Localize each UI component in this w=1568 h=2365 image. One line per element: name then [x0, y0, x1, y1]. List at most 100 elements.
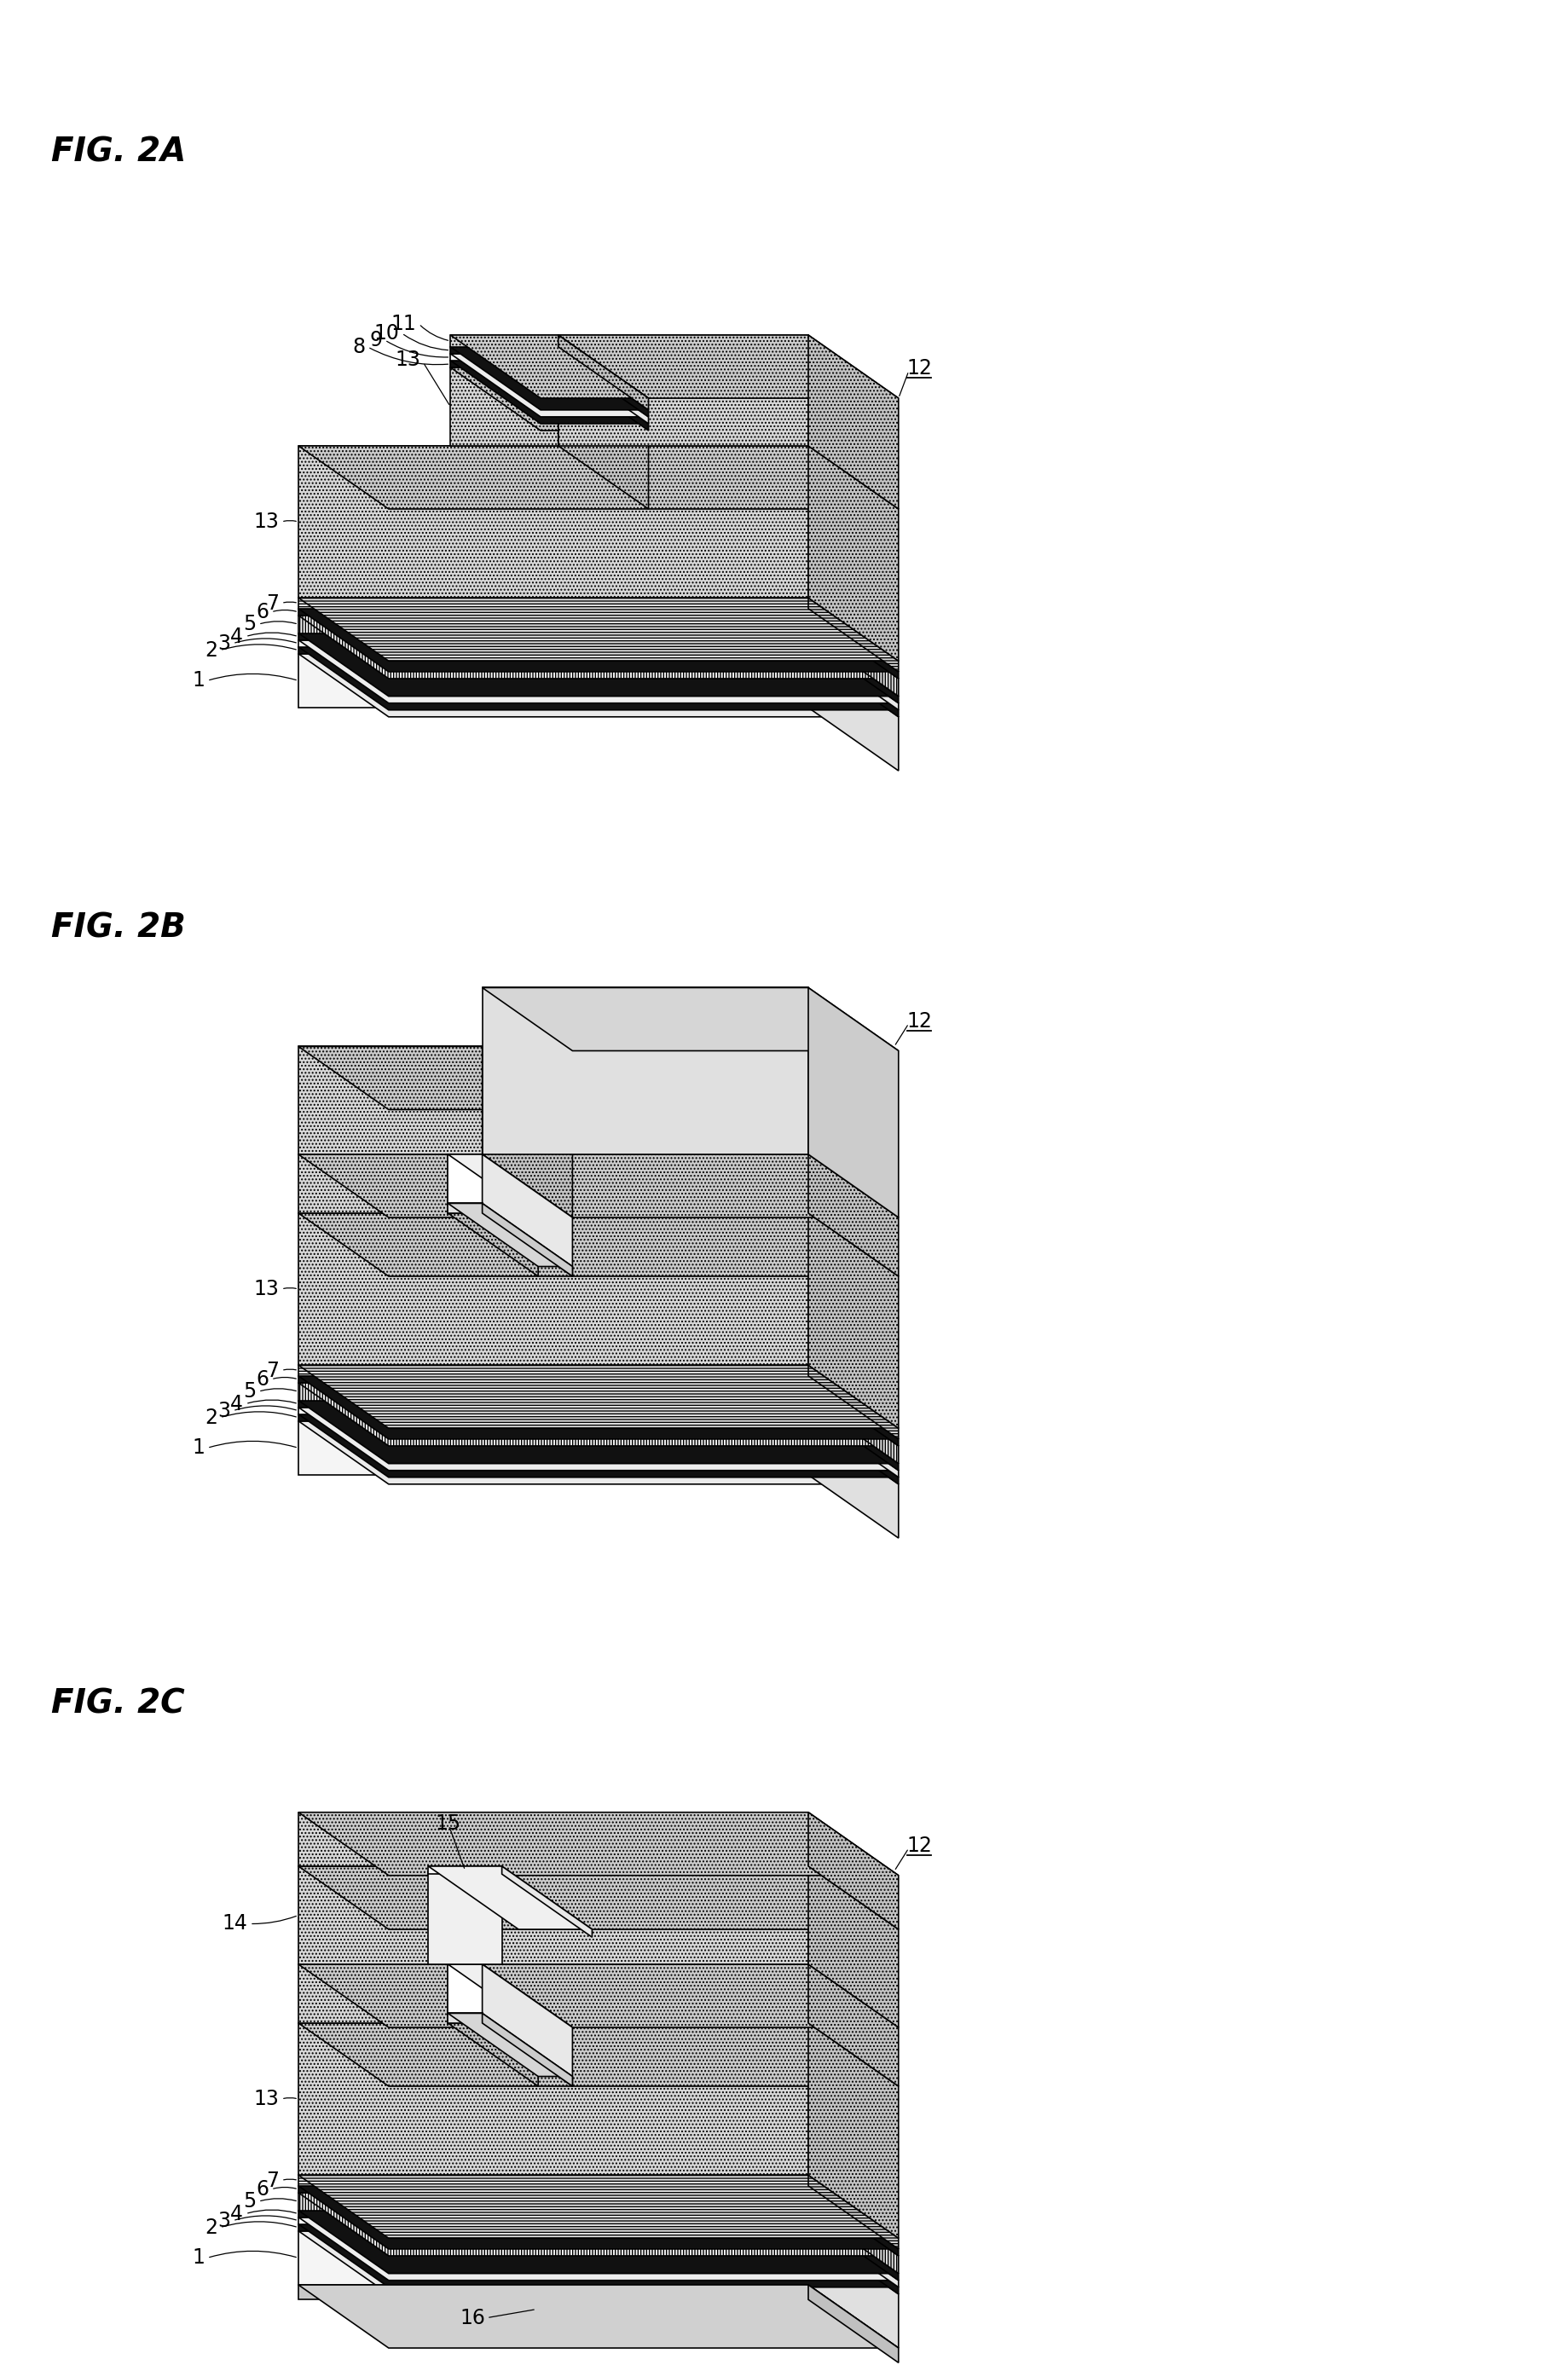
Polygon shape [298, 1407, 808, 1414]
Polygon shape [481, 989, 898, 1050]
Text: 3: 3 [218, 1400, 230, 1421]
Text: 6: 6 [256, 2178, 268, 2199]
Text: 15: 15 [434, 1814, 461, 1833]
Polygon shape [448, 1154, 538, 1277]
Text: 14: 14 [221, 1913, 248, 1935]
Polygon shape [298, 1213, 898, 1277]
Polygon shape [481, 1154, 898, 1218]
Polygon shape [298, 447, 808, 598]
Polygon shape [298, 1866, 898, 1930]
Polygon shape [808, 648, 898, 717]
Polygon shape [298, 2176, 898, 2237]
Polygon shape [298, 1384, 898, 1445]
Text: 12: 12 [906, 1010, 931, 1031]
Polygon shape [298, 2218, 808, 2223]
Polygon shape [448, 2013, 572, 2076]
Polygon shape [298, 2022, 898, 2086]
Polygon shape [298, 598, 808, 608]
Polygon shape [298, 1965, 538, 2027]
Text: 13: 13 [252, 1279, 279, 1298]
Text: 13: 13 [395, 350, 420, 369]
Polygon shape [808, 2285, 898, 2363]
Polygon shape [298, 2176, 808, 2185]
Polygon shape [450, 336, 558, 348]
Polygon shape [808, 641, 898, 710]
Text: 6: 6 [256, 601, 268, 622]
Polygon shape [298, 1866, 808, 1965]
Polygon shape [298, 1365, 898, 1428]
Polygon shape [298, 648, 898, 710]
Polygon shape [448, 2013, 481, 2022]
Polygon shape [808, 2223, 898, 2294]
Text: 2: 2 [204, 641, 218, 660]
Polygon shape [448, 1965, 572, 2027]
Polygon shape [298, 1154, 448, 1213]
Polygon shape [450, 348, 648, 409]
Text: 5: 5 [243, 1381, 256, 1402]
Text: 3: 3 [218, 634, 230, 653]
Text: 4: 4 [230, 1393, 243, 1414]
Polygon shape [808, 634, 898, 702]
Polygon shape [298, 2022, 808, 2176]
Polygon shape [808, 1407, 898, 1478]
Polygon shape [298, 1045, 572, 1109]
Text: 9: 9 [368, 329, 383, 350]
Polygon shape [298, 653, 898, 717]
Polygon shape [298, 615, 808, 634]
Polygon shape [298, 2185, 808, 2192]
Polygon shape [808, 1213, 898, 1428]
Polygon shape [298, 2211, 898, 2273]
Polygon shape [298, 1414, 898, 1478]
Polygon shape [808, 1414, 898, 1485]
Polygon shape [298, 641, 808, 648]
Polygon shape [808, 336, 898, 508]
Polygon shape [481, 1154, 572, 1277]
Polygon shape [808, 2176, 898, 2249]
Polygon shape [450, 355, 558, 359]
Polygon shape [808, 2211, 898, 2280]
Polygon shape [298, 1421, 808, 1476]
Polygon shape [298, 2211, 808, 2218]
Polygon shape [808, 1400, 898, 1471]
Polygon shape [298, 1407, 898, 1471]
Polygon shape [808, 1965, 898, 2086]
Text: 5: 5 [243, 2192, 256, 2211]
Polygon shape [448, 1204, 572, 1268]
Polygon shape [298, 2192, 808, 2211]
Polygon shape [808, 1154, 898, 1277]
Text: FIG. 2C: FIG. 2C [52, 1689, 185, 1719]
Polygon shape [808, 598, 898, 672]
Polygon shape [481, 2013, 572, 2086]
Polygon shape [298, 2285, 808, 2299]
Polygon shape [450, 367, 648, 430]
Polygon shape [298, 598, 898, 660]
Polygon shape [298, 634, 808, 641]
Text: 12: 12 [906, 1835, 931, 1857]
Polygon shape [298, 1414, 808, 1421]
Polygon shape [808, 2230, 898, 2348]
Polygon shape [298, 608, 898, 672]
Polygon shape [298, 1154, 538, 1218]
Text: 16: 16 [459, 2308, 485, 2327]
Polygon shape [298, 1812, 898, 1875]
Polygon shape [808, 2022, 898, 2237]
Polygon shape [448, 1965, 538, 2086]
Polygon shape [298, 1376, 808, 1384]
Polygon shape [448, 1204, 481, 1213]
Polygon shape [808, 653, 898, 771]
Polygon shape [481, 1965, 898, 2027]
Polygon shape [502, 1866, 591, 1937]
Polygon shape [298, 1400, 898, 1464]
Polygon shape [808, 1421, 898, 1537]
Polygon shape [481, 989, 808, 1154]
Polygon shape [448, 1965, 481, 2022]
Polygon shape [558, 336, 808, 447]
Polygon shape [481, 1965, 808, 2022]
Text: 7: 7 [267, 2171, 279, 2190]
Text: FIG. 2B: FIG. 2B [52, 913, 185, 944]
Polygon shape [808, 2185, 898, 2256]
Text: 11: 11 [390, 315, 416, 333]
Polygon shape [558, 336, 648, 409]
Polygon shape [808, 1866, 898, 2027]
Polygon shape [298, 615, 898, 679]
